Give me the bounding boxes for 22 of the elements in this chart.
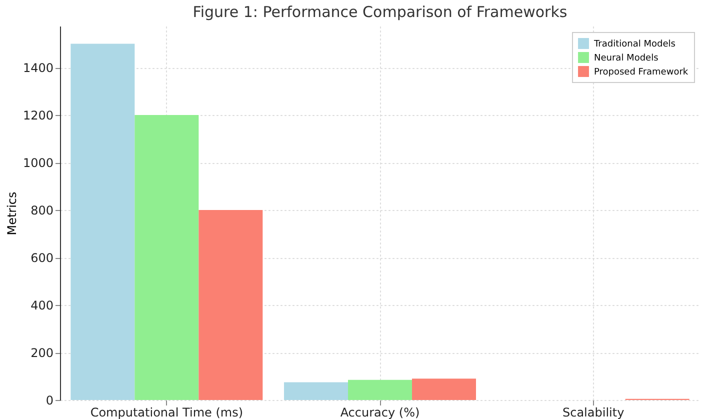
x-tick-label: Computational Time (ms) [90,406,244,419]
y-tick-label: 1400 [22,61,54,76]
legend-label: Traditional Models [593,40,676,50]
y-tick-label: 800 [30,204,54,218]
bar [348,380,412,400]
y-tick-label: 200 [30,346,54,360]
x-tick-label: Scalability [562,406,624,419]
bar [70,44,135,400]
legend-label: Proposed Framework [594,68,689,78]
bar [134,115,199,400]
bar [198,210,263,400]
bar [412,378,476,400]
chart-title: Figure 1: Performance Comparison of Frameworks [192,3,568,21]
y-tick-label: 1200 [22,108,54,123]
legend-label: Neural Models [594,54,659,64]
y-tick-label: 600 [30,251,54,266]
bar [284,382,348,400]
y-tick-label: 1000 [22,156,54,170]
x-tick-label: Accuracy (%) [340,406,420,419]
y-axis-title: Metrics [4,192,19,236]
y-tick-label: 0 [46,394,54,408]
y-tick-label: 400 [30,298,54,313]
